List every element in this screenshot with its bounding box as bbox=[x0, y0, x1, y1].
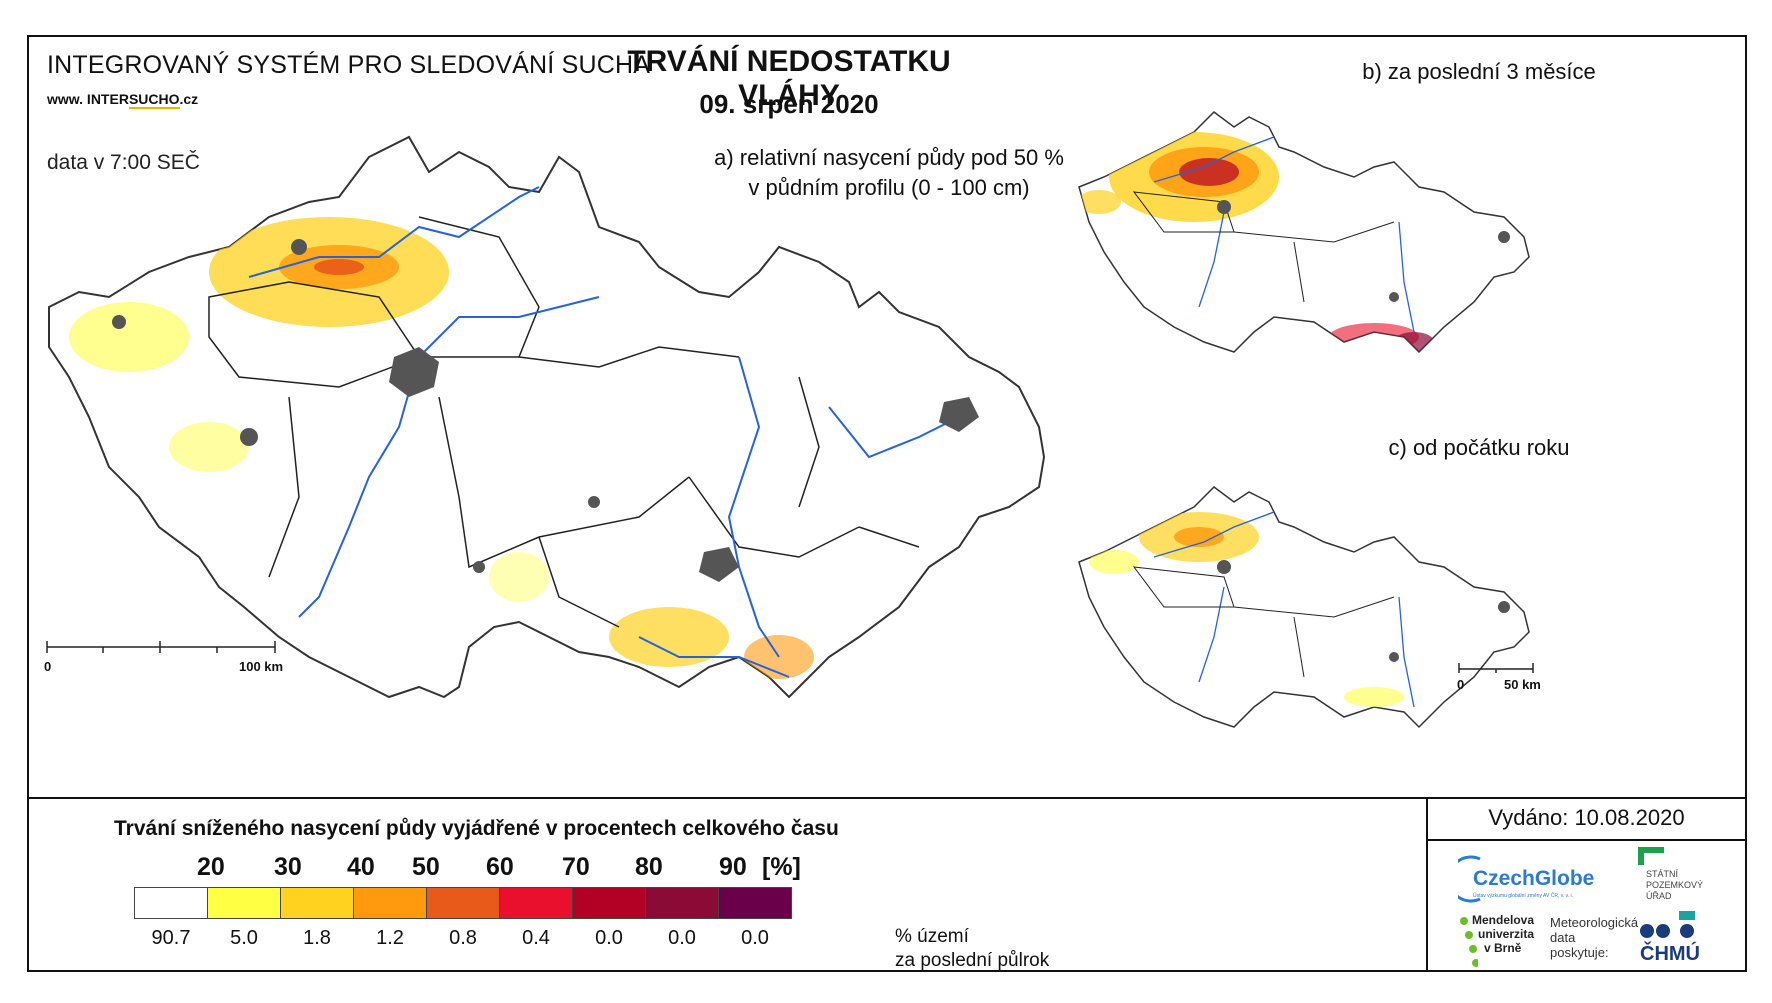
data-time: data v 7:00 SEČ bbox=[47, 151, 200, 174]
meteo-line1: Meteorologická bbox=[1550, 915, 1639, 930]
meteo-line2: data bbox=[1550, 930, 1576, 945]
legend-threshold-70: 70 bbox=[562, 853, 590, 881]
legend-percent-7: 0.0 bbox=[668, 927, 696, 949]
legend-title: Trvání sníženého nasycení půdy vyjádřené… bbox=[114, 817, 839, 840]
meteo-line3: poskytuje: bbox=[1550, 945, 1609, 960]
mendel-line2: univerzita bbox=[1478, 927, 1535, 941]
mendel-line3: v Brně bbox=[1484, 941, 1522, 955]
legend-percent-2: 1.8 bbox=[303, 927, 331, 949]
map-c-scale-end: 50 km bbox=[1504, 677, 1541, 692]
spu-logo-icon bbox=[1638, 847, 1664, 865]
legend-percent-5: 0.4 bbox=[522, 927, 550, 949]
spu-name: STÁTNÍ POZEMKOVÝ ÚŘAD bbox=[1646, 869, 1703, 902]
system-title: INTEGROVANÝ SYSTÉM PRO SLEDOVÁNÍ SUCHA bbox=[47, 51, 651, 79]
legend-swatch-1 bbox=[207, 887, 281, 919]
spu-line2: POZEMKOVÝ bbox=[1646, 880, 1704, 890]
mendel-name: Mendelova univerzita v Brně bbox=[1472, 913, 1534, 955]
czechglobe-subtitle: Ústav výzkumu globální změny AV ČR, v. v… bbox=[1473, 893, 1574, 899]
map-frame: INTEGROVANÝ SYSTÉM PRO SLEDOVÁNÍ SUCHA w… bbox=[27, 35, 1747, 972]
map-a-scale-start: 0 bbox=[44, 659, 52, 674]
map-area: INTEGROVANÝ SYSTÉM PRO SLEDOVÁNÍ SUCHA w… bbox=[29, 37, 1745, 799]
legend-percent-note: % území za poslední půlrok bbox=[895, 925, 1049, 973]
main-title: TRVÁNÍ NEDOSTATKU VLÁHY bbox=[627, 45, 951, 112]
website-link[interactable]: www. INTERSUCHO.cz bbox=[47, 91, 199, 109]
legend-threshold-80: 80 bbox=[635, 853, 663, 881]
map-c-scale-start: 0 bbox=[1457, 677, 1465, 692]
czechglobe-name: CzechGlobe bbox=[1473, 867, 1595, 890]
issued-date: Vydáno: 10.08.2020 bbox=[1488, 805, 1685, 830]
website-highlight: SUCHO bbox=[128, 91, 180, 109]
legend-percent-0: 90.7 bbox=[151, 927, 191, 949]
mendel-logo-icon bbox=[1460, 917, 1478, 967]
legend-threshold-40: 40 bbox=[347, 853, 375, 881]
legend-swatch-5 bbox=[499, 887, 573, 919]
legend-percent-8: 0.0 bbox=[741, 927, 769, 949]
legend-percent-1: 5.0 bbox=[230, 927, 258, 949]
website-suffix: .cz bbox=[179, 91, 199, 107]
legend-swatch-2 bbox=[280, 887, 354, 919]
chmu-name: ČHMÚ bbox=[1640, 943, 1700, 965]
spu-line1: STÁTNÍ bbox=[1646, 869, 1679, 879]
map-c-scale-bar bbox=[1458, 663, 1534, 673]
website-prefix: www. INTER bbox=[47, 91, 129, 107]
credits-panel: Vydáno: 10.08.2020 CzechGlobe Ústav výzk… bbox=[1428, 799, 1745, 970]
map-b-subtitle: b) za poslední 3 měsíce bbox=[1362, 59, 1596, 84]
issued-divider bbox=[1428, 839, 1745, 841]
legend-percent-4: 0.8 bbox=[449, 927, 477, 949]
map-date: 09. srpen 2020 bbox=[699, 89, 879, 119]
legend-swatch-3 bbox=[353, 887, 427, 919]
legend-swatch-7 bbox=[645, 887, 719, 919]
legend-swatch-8 bbox=[718, 887, 792, 919]
map-a-czech-republic bbox=[48, 135, 1046, 699]
legend-threshold-50: 50 bbox=[412, 853, 440, 881]
legend-area: Trvání sníženého nasycení půdy vyjádřené… bbox=[29, 799, 1428, 973]
mendel-line1: Mendelova bbox=[1472, 913, 1535, 927]
spu-line3: ÚŘAD bbox=[1646, 891, 1672, 901]
legend-percent-6: 0.0 bbox=[595, 927, 623, 949]
legend-swatch-4 bbox=[426, 887, 500, 919]
chmu-logo-icon bbox=[1640, 911, 1695, 938]
meteo-provider-text: Meteorologická data poskytuje: bbox=[1550, 915, 1638, 960]
legend-threshold-20: 20 bbox=[197, 853, 225, 881]
czechglobe-logo-icon bbox=[1458, 855, 1481, 903]
legend-threshold-90: 90 bbox=[719, 853, 747, 881]
legend-note-line1: % území bbox=[895, 926, 969, 947]
map-a-subtitle-line2: v půdním profilu (0 - 100 cm) bbox=[748, 175, 1030, 200]
map-a-scale-bar bbox=[46, 641, 276, 653]
legend-note-line2: za poslední půlrok bbox=[895, 950, 1050, 971]
legend-unit: [%] bbox=[762, 853, 801, 881]
map-c-subtitle: c) od počátku roku bbox=[1388, 435, 1570, 460]
map-a-subtitle-line1: a) relativní nasycení půdy pod 50 % bbox=[714, 145, 1064, 170]
map-b-czech-republic bbox=[1078, 111, 1530, 354]
legend-threshold-30: 30 bbox=[274, 853, 302, 881]
legend-percent-3: 1.2 bbox=[376, 927, 404, 949]
legend-threshold-60: 60 bbox=[486, 853, 514, 881]
map-a-subtitle: a) relativní nasycení půdy pod 50 % v pů… bbox=[669, 143, 1109, 203]
map-c-czech-republic bbox=[1078, 486, 1530, 729]
legend-swatch-6 bbox=[572, 887, 646, 919]
legend-swatch-0 bbox=[134, 887, 208, 919]
map-a-scale-end: 100 km bbox=[239, 659, 284, 674]
